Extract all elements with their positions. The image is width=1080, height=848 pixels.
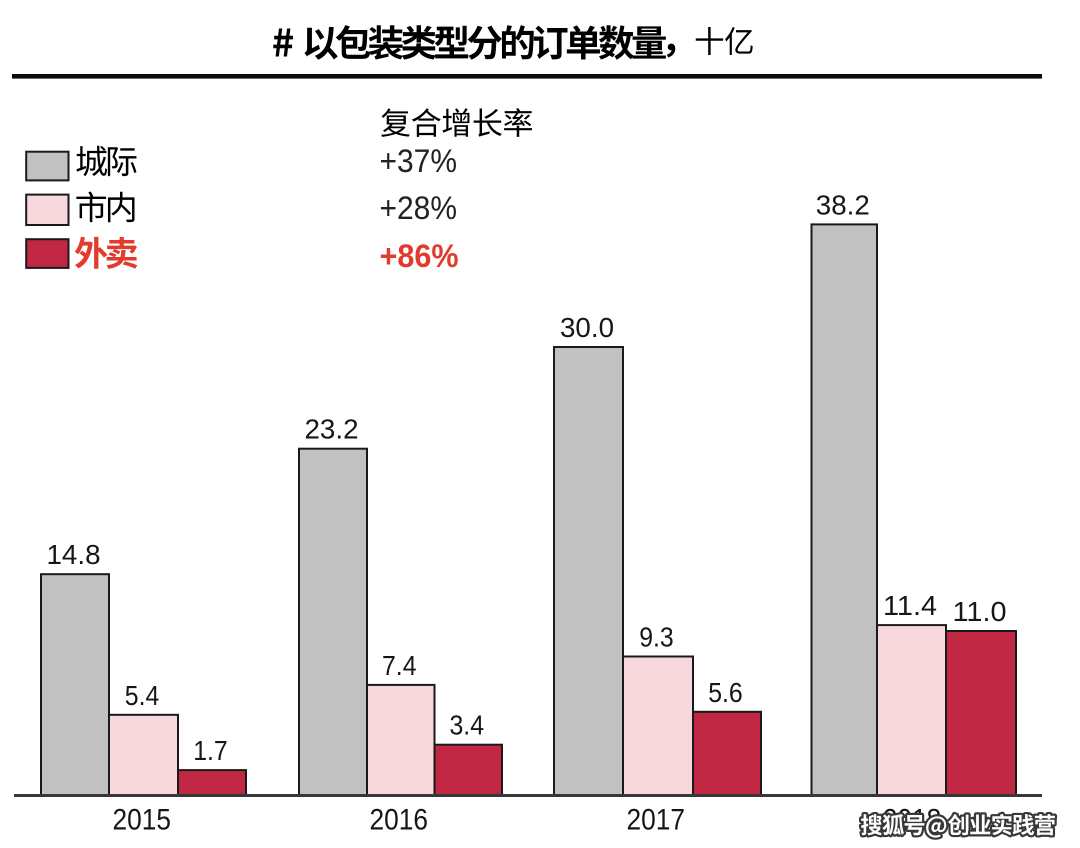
svg-text:1.7: 1.7 (193, 735, 228, 766)
svg-text:7.4: 7.4 (382, 650, 417, 681)
svg-text:3.4: 3.4 (450, 710, 485, 741)
svg-text:2015: 2015 (113, 803, 172, 836)
svg-text:+86%: +86% (380, 238, 459, 274)
svg-text:2016: 2016 (370, 803, 429, 836)
svg-text:+37%: +37% (380, 143, 458, 179)
svg-text:38.2: 38.2 (816, 189, 870, 220)
svg-text:9.3: 9.3 (639, 622, 674, 653)
svg-text:5.6: 5.6 (708, 677, 743, 708)
svg-text:14.8: 14.8 (47, 539, 101, 570)
svg-text:23.2: 23.2 (305, 414, 359, 445)
svg-text:5.4: 5.4 (125, 680, 160, 711)
svg-text:30.0: 30.0 (560, 312, 614, 343)
svg-text:11.0: 11.0 (953, 596, 1007, 627)
svg-text:2017: 2017 (627, 803, 686, 836)
svg-text:11.4: 11.4 (883, 590, 937, 621)
svg-text:+28%: +28% (380, 190, 458, 226)
